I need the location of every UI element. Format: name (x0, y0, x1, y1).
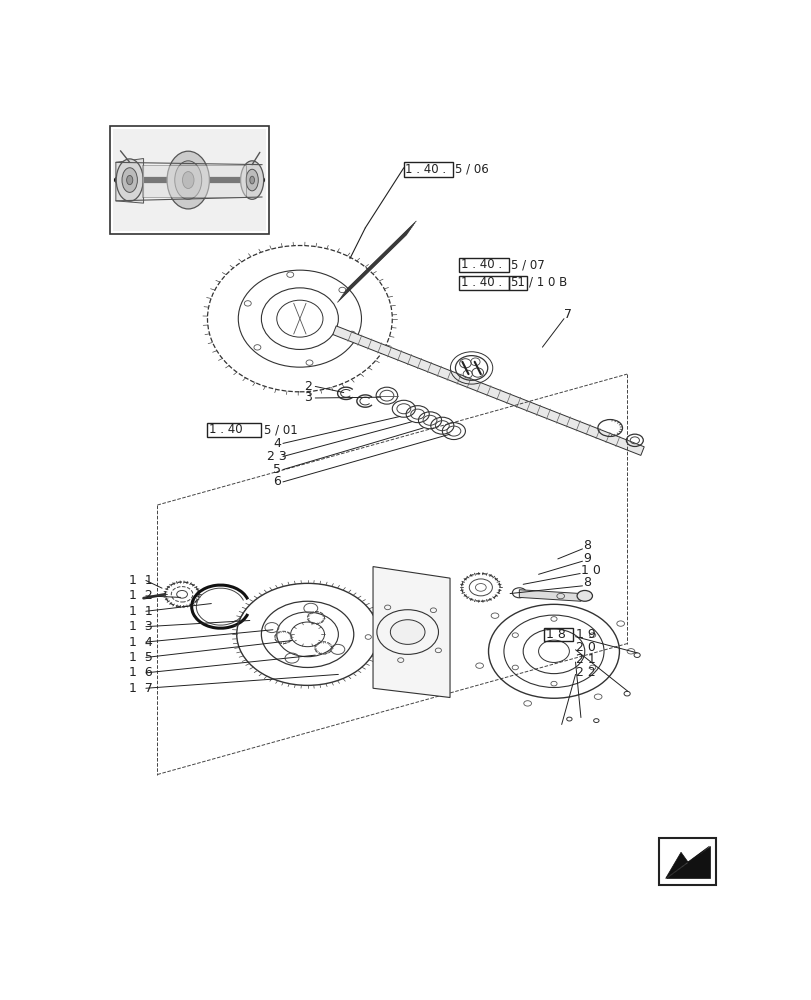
Text: 5: 5 (272, 463, 281, 476)
Text: 2 3: 2 3 (267, 450, 286, 463)
Bar (113, 129, 266, 231)
Ellipse shape (116, 159, 143, 201)
Ellipse shape (577, 590, 592, 601)
Text: 1 9: 1 9 (575, 628, 594, 641)
Ellipse shape (390, 620, 424, 644)
Text: 5 / 07: 5 / 07 (510, 258, 544, 271)
Text: 1  3: 1 3 (129, 620, 152, 633)
Ellipse shape (127, 175, 133, 185)
Bar (208, 423, 261, 437)
Text: 5 / 01: 5 / 01 (264, 423, 297, 436)
Ellipse shape (246, 169, 258, 191)
Ellipse shape (167, 151, 209, 209)
Bar (459, 258, 508, 272)
Ellipse shape (376, 610, 438, 654)
Polygon shape (665, 846, 709, 878)
Text: 1  1: 1 1 (129, 574, 152, 587)
Text: 1 8: 1 8 (545, 628, 564, 641)
Polygon shape (116, 158, 144, 203)
Bar (109, 126, 268, 234)
Text: 1  5: 1 5 (129, 651, 152, 664)
Text: 1 . 40 .: 1 . 40 . (405, 163, 446, 176)
Ellipse shape (182, 172, 194, 189)
Ellipse shape (122, 168, 137, 192)
Text: 1 0: 1 0 (580, 564, 600, 577)
Bar (403, 162, 453, 177)
Text: 1  4: 1 4 (129, 636, 152, 649)
Text: 3: 3 (303, 391, 311, 404)
Text: 1 . 40: 1 . 40 (208, 423, 242, 436)
Ellipse shape (250, 176, 254, 184)
Text: 5 / 06: 5 / 06 (455, 163, 488, 176)
Ellipse shape (240, 161, 264, 199)
Polygon shape (333, 326, 643, 455)
Text: 7: 7 (564, 308, 571, 321)
Text: 8: 8 (582, 576, 590, 589)
Ellipse shape (174, 161, 201, 199)
Text: 2 0: 2 0 (575, 641, 594, 654)
Text: 4: 4 (272, 437, 281, 450)
Polygon shape (665, 846, 709, 878)
Text: 2: 2 (303, 380, 311, 393)
Bar (659, 838, 714, 885)
Text: / 1 0 B: / 1 0 B (529, 276, 567, 289)
Text: 8: 8 (582, 539, 590, 552)
Polygon shape (372, 567, 449, 698)
Text: 6: 6 (272, 475, 281, 488)
Text: 2 2: 2 2 (575, 666, 594, 679)
Text: 1  6: 1 6 (129, 666, 152, 679)
Text: 1  7: 1 7 (129, 682, 152, 695)
Polygon shape (142, 165, 246, 197)
Text: 51: 51 (509, 276, 525, 289)
Bar (543, 628, 573, 641)
Bar (459, 276, 508, 290)
Text: 1 . 40 .: 1 . 40 . (461, 276, 501, 289)
Text: 9: 9 (582, 552, 590, 565)
Bar (508, 276, 526, 290)
Text: 1  1: 1 1 (129, 605, 152, 618)
Text: 1  2: 1 2 (129, 589, 152, 602)
Text: 1 . 40 .: 1 . 40 . (461, 258, 501, 271)
Text: 2 1: 2 1 (575, 653, 594, 666)
Polygon shape (519, 590, 580, 601)
